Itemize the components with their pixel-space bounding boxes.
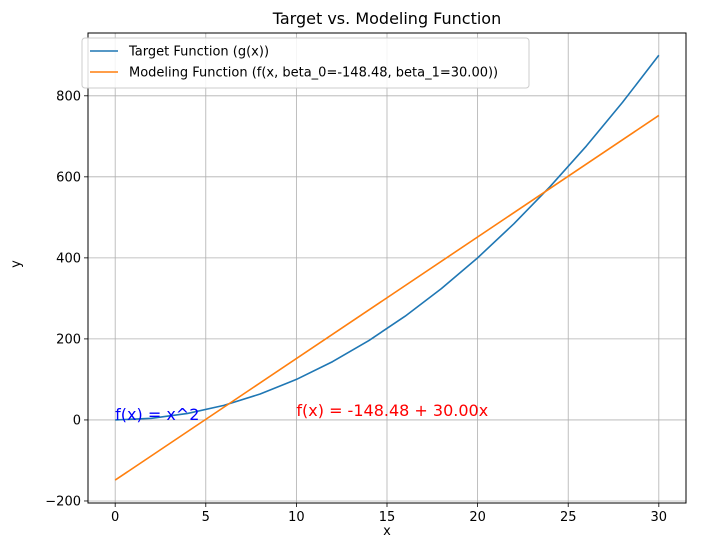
y-tick-label: 0 — [73, 413, 81, 428]
legend-box — [81, 37, 530, 89]
grid-lines — [88, 33, 686, 503]
x-tick-label: 10 — [288, 510, 305, 525]
x-tick-label: 20 — [469, 510, 486, 525]
chart-title: Target vs. Modeling Function — [272, 9, 501, 28]
x-tick-label: 0 — [111, 510, 119, 525]
x-tick-label: 15 — [379, 510, 396, 525]
x-tick-label: 30 — [651, 510, 668, 525]
y-tick-label: 800 — [56, 89, 81, 104]
y-axis-label: y — [9, 260, 24, 268]
y-tick-label: 200 — [56, 332, 81, 347]
x-tick-label: 5 — [202, 510, 210, 525]
y-tick-label: 600 — [56, 170, 81, 185]
y-tick-label: −200 — [45, 494, 81, 509]
series-line-2 — [114, 114, 660, 481]
annotations: f(x) = x^2 f(x) = -148.48 + 30.00x — [115, 401, 488, 424]
y-tick-label: 400 — [56, 251, 81, 266]
legend: Target Function (g(x)) Modeling Function … — [81, 37, 530, 89]
series-lines — [114, 54, 660, 481]
axis-ticks: 0 5 10 15 20 25 30 −200 0 200 400 600 800 — [45, 89, 667, 525]
series-line-1 — [115, 54, 660, 421]
legend-label: Modeling Function (f(x, beta_0=-148.48, … — [129, 66, 498, 81]
x-axis-label: x — [383, 524, 391, 539]
annotation-2: f(x) = -148.48 + 30.00x — [296, 401, 488, 420]
x-tick-label: 25 — [560, 510, 577, 525]
annotation-1: f(x) = x^2 — [115, 405, 199, 424]
legend-label: Target Function (g(x)) — [128, 45, 269, 60]
